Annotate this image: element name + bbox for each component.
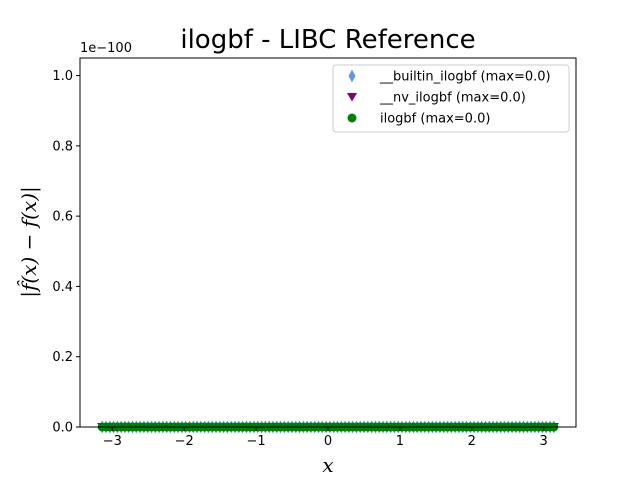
- legend-marker-diamond: [348, 69, 356, 83]
- x-tick-label: 0: [324, 434, 332, 449]
- x-tick-label: −2: [175, 434, 194, 449]
- y-tick-label: 1.0: [52, 69, 73, 84]
- chart-title: ilogbf - LIBC Reference: [180, 25, 475, 55]
- legend-label: ilogbf (max=0.0): [380, 112, 490, 127]
- legend-marker-circle: [347, 113, 357, 123]
- y-tick-label: 0.2: [52, 350, 73, 365]
- y-tick-label: 0.4: [52, 280, 73, 295]
- x-tick-label: 1: [396, 434, 404, 449]
- x-tick-label: −3: [103, 434, 122, 449]
- y-axis-label: |f̂(x) − f(x)|: [17, 186, 42, 298]
- y-offset-label: 1e−100: [80, 41, 132, 56]
- x-tick-label: −1: [247, 434, 266, 449]
- y-axis: 0.0 0.2 0.4 0.6 0.8 1.0: [52, 69, 80, 436]
- legend-label: __nv_ilogbf (max=0.0): [379, 91, 526, 106]
- legend: __builtin_ilogbf (max=0.0) __nv_ilogbf (m…: [332, 64, 570, 133]
- y-tick-label: 0.6: [52, 210, 73, 225]
- y-tick-label: 0.0: [52, 421, 73, 436]
- y-tick-label: 0.8: [52, 139, 73, 154]
- legend-label: __builtin_ilogbf (max=0.0): [379, 70, 551, 85]
- legend-box: [332, 64, 570, 133]
- x-axis-label: x: [322, 453, 333, 477]
- legend-marker-triangle-down: [347, 93, 357, 102]
- x-tick-label: 3: [540, 434, 548, 449]
- x-tick-label: 2: [468, 434, 476, 449]
- x-axis: −3 −2 −1 0 1 2 3: [103, 427, 548, 449]
